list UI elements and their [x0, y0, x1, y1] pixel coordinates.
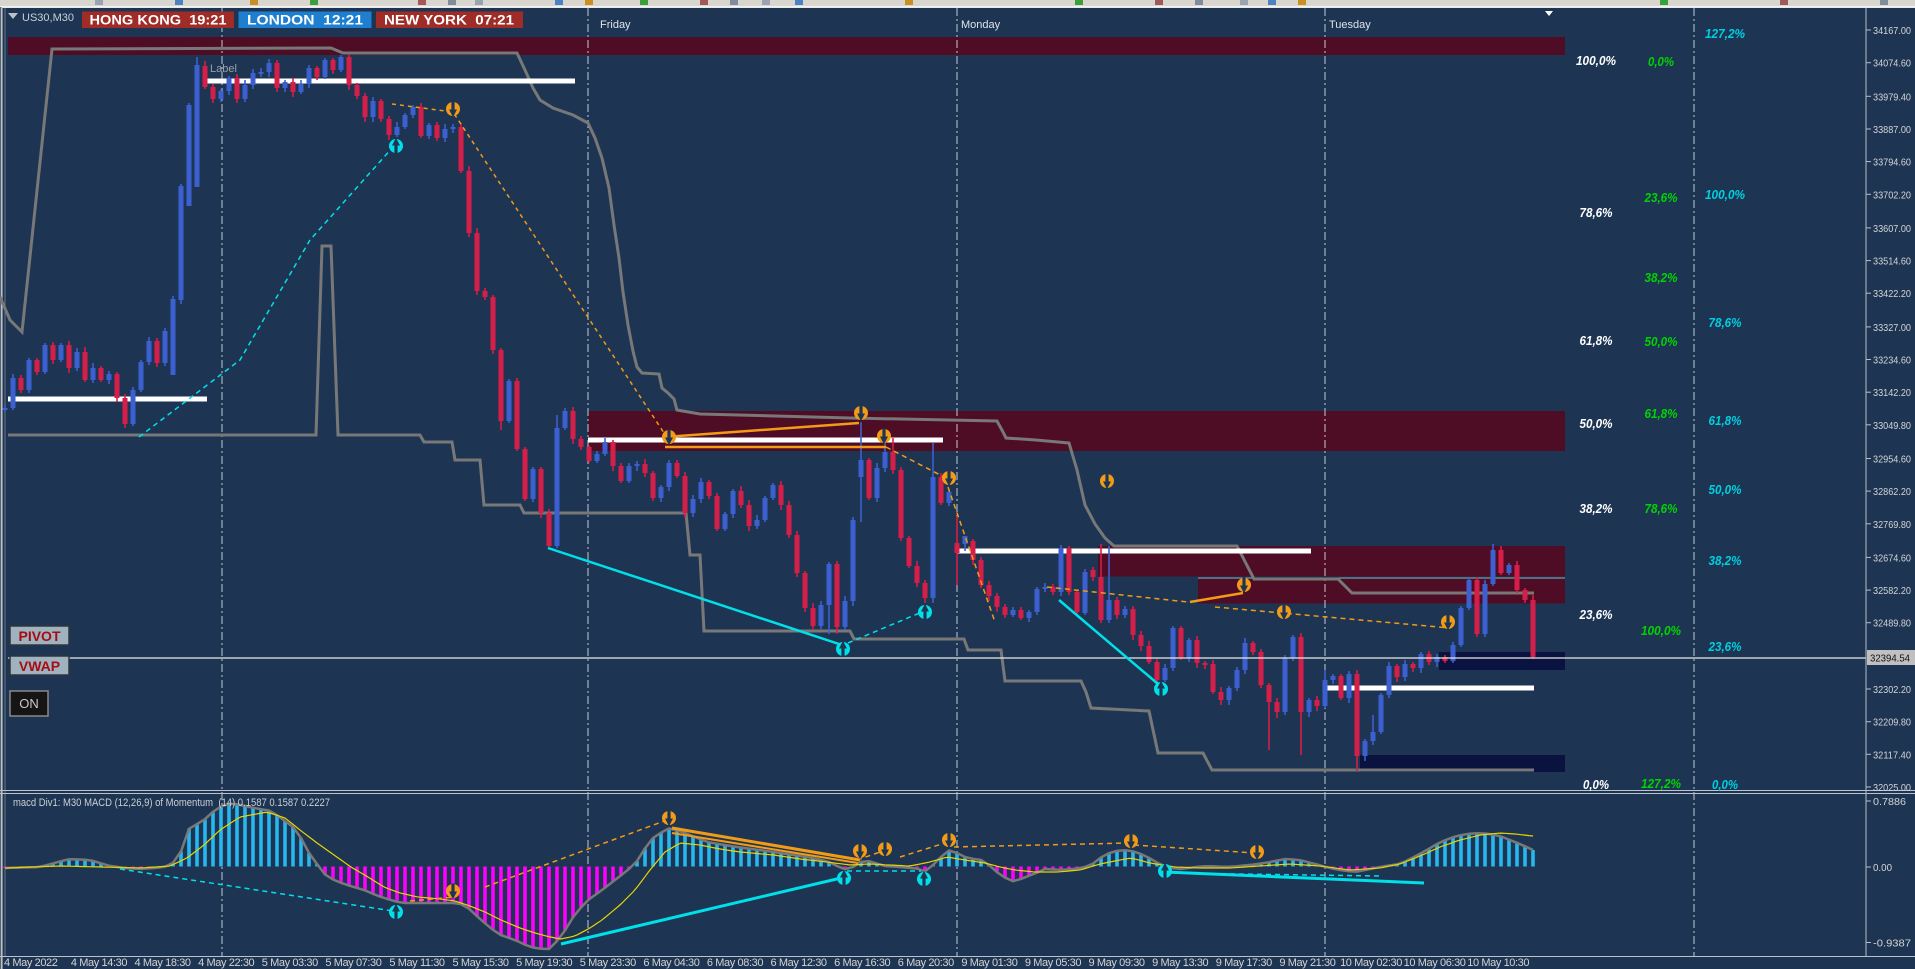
svg-text:127,2%: 127,2%: [1705, 26, 1745, 41]
svg-text:32117.40: 32117.40: [1873, 749, 1911, 761]
svg-text:32025.00: 32025.00: [1873, 782, 1911, 794]
svg-text:10 May 06:30: 10 May 06:30: [1404, 957, 1466, 969]
svg-text:33794.60: 33794.60: [1873, 157, 1911, 169]
svg-text:32769.80: 32769.80: [1873, 519, 1911, 531]
svg-text:32302.20: 32302.20: [1873, 684, 1911, 696]
svg-text:5 May 23:30: 5 May 23:30: [580, 957, 636, 969]
svg-text:PIVOT: PIVOT: [18, 628, 60, 644]
svg-text:4 May 2022: 4 May 2022: [4, 957, 58, 969]
svg-text:50,0%: 50,0%: [1580, 416, 1613, 431]
svg-text:6 May 04:30: 6 May 04:30: [643, 957, 699, 969]
svg-text:5 May 07:30: 5 May 07:30: [325, 957, 381, 969]
svg-text:32674.60: 32674.60: [1873, 552, 1911, 564]
svg-text:33142.20: 33142.20: [1873, 387, 1911, 399]
svg-text:61,8%: 61,8%: [1645, 406, 1678, 421]
svg-text:33327.00: 33327.00: [1873, 322, 1911, 334]
svg-text:-0.9387: -0.9387: [1873, 938, 1911, 950]
svg-text:9 May 09:30: 9 May 09:30: [1089, 957, 1145, 969]
svg-text:34167.00: 34167.00: [1873, 25, 1911, 37]
svg-text:33887.00: 33887.00: [1873, 124, 1911, 136]
svg-text:0.7886: 0.7886: [1873, 796, 1906, 808]
svg-text:6 May 20:30: 6 May 20:30: [898, 957, 954, 969]
svg-text:50,0%: 50,0%: [1709, 482, 1742, 497]
svg-text:23,6%: 23,6%: [1579, 607, 1613, 622]
svg-text:38,2%: 38,2%: [1580, 501, 1613, 516]
svg-text:32954.60: 32954.60: [1873, 454, 1911, 466]
svg-text:9 May 01:30: 9 May 01:30: [961, 957, 1017, 969]
svg-text:Friday: Friday: [600, 19, 631, 31]
svg-text:34074.60: 34074.60: [1873, 58, 1911, 70]
svg-text:9 May 21:30: 9 May 21:30: [1279, 957, 1335, 969]
svg-text:5 May 11:30: 5 May 11:30: [389, 957, 445, 969]
svg-text:33607.00: 33607.00: [1873, 223, 1911, 235]
svg-text:0.00: 0.00: [1873, 862, 1892, 874]
svg-text:10 May 10:30: 10 May 10:30: [1467, 957, 1529, 969]
svg-text:32489.80: 32489.80: [1873, 618, 1911, 630]
svg-text:23,6%: 23,6%: [1708, 639, 1742, 654]
svg-text:6 May 08:30: 6 May 08:30: [707, 957, 763, 969]
svg-text:5 May 03:30: 5 May 03:30: [262, 957, 318, 969]
svg-text:50,0%: 50,0%: [1645, 334, 1678, 349]
svg-text:32209.80: 32209.80: [1873, 717, 1911, 729]
svg-text:33702.20: 33702.20: [1873, 189, 1911, 201]
svg-text:0,0%: 0,0%: [1583, 777, 1609, 792]
svg-text:9 May 05:30: 9 May 05:30: [1025, 957, 1081, 969]
svg-text:6 May 12:30: 6 May 12:30: [771, 957, 827, 969]
svg-text:33422.20: 33422.20: [1873, 288, 1911, 300]
svg-text:NEW YORK 07:21: NEW YORK 07:21: [384, 13, 515, 28]
svg-text:4 May 14:30: 4 May 14:30: [71, 957, 127, 969]
svg-text:9 May 17:30: 9 May 17:30: [1216, 957, 1272, 969]
svg-text:9 May 13:30: 9 May 13:30: [1152, 957, 1208, 969]
svg-text:10 May 02:30: 10 May 02:30: [1340, 957, 1402, 969]
svg-text:78,6%: 78,6%: [1645, 501, 1678, 516]
svg-text:4 May 18:30: 4 May 18:30: [135, 957, 191, 969]
svg-text:100,0%: 100,0%: [1576, 53, 1616, 68]
svg-text:5 May 19:30: 5 May 19:30: [516, 957, 572, 969]
svg-text:78,6%: 78,6%: [1580, 205, 1613, 220]
svg-text:LONDON 12:21: LONDON 12:21: [247, 13, 364, 28]
svg-text:61,8%: 61,8%: [1580, 333, 1613, 348]
svg-text:33234.60: 33234.60: [1873, 355, 1911, 367]
svg-text:0,0%: 0,0%: [1712, 777, 1738, 792]
svg-text:23,6%: 23,6%: [1644, 190, 1678, 205]
svg-text:5 May 15:30: 5 May 15:30: [453, 957, 509, 969]
svg-text:32862.20: 32862.20: [1873, 486, 1911, 498]
svg-text:32582.20: 32582.20: [1873, 585, 1911, 597]
svg-text:38,2%: 38,2%: [1645, 270, 1678, 285]
svg-text:61,8%: 61,8%: [1709, 413, 1742, 428]
svg-text:32394.54: 32394.54: [1870, 653, 1910, 665]
svg-text:HONG KONG 19:21: HONG KONG 19:21: [90, 13, 228, 28]
svg-text:33979.40: 33979.40: [1873, 91, 1911, 103]
svg-text:Tuesday: Tuesday: [1329, 19, 1371, 31]
svg-text:6 May 16:30: 6 May 16:30: [834, 957, 890, 969]
svg-text:4 May 22:30: 4 May 22:30: [198, 957, 254, 969]
svg-text:US30,M30: US30,M30: [22, 12, 74, 24]
svg-text:100,0%: 100,0%: [1641, 623, 1681, 638]
svg-text:33049.80: 33049.80: [1873, 420, 1911, 432]
svg-text:VWAP: VWAP: [19, 658, 60, 674]
svg-text:127,2%: 127,2%: [1641, 776, 1681, 791]
svg-text:0,0%: 0,0%: [1648, 54, 1674, 69]
svg-text:33514.60: 33514.60: [1873, 256, 1911, 268]
svg-text:macd Div1: M30 MACD (12,26,9): macd Div1: M30 MACD (12,26,9) of Momentu…: [13, 797, 330, 809]
svg-text:78,6%: 78,6%: [1709, 315, 1742, 330]
svg-text:Monday: Monday: [961, 19, 1001, 31]
svg-text:100,0%: 100,0%: [1705, 187, 1745, 202]
svg-text:ON: ON: [19, 696, 39, 711]
svg-text:38,2%: 38,2%: [1709, 553, 1742, 568]
svg-text:Label: Label: [210, 63, 237, 75]
